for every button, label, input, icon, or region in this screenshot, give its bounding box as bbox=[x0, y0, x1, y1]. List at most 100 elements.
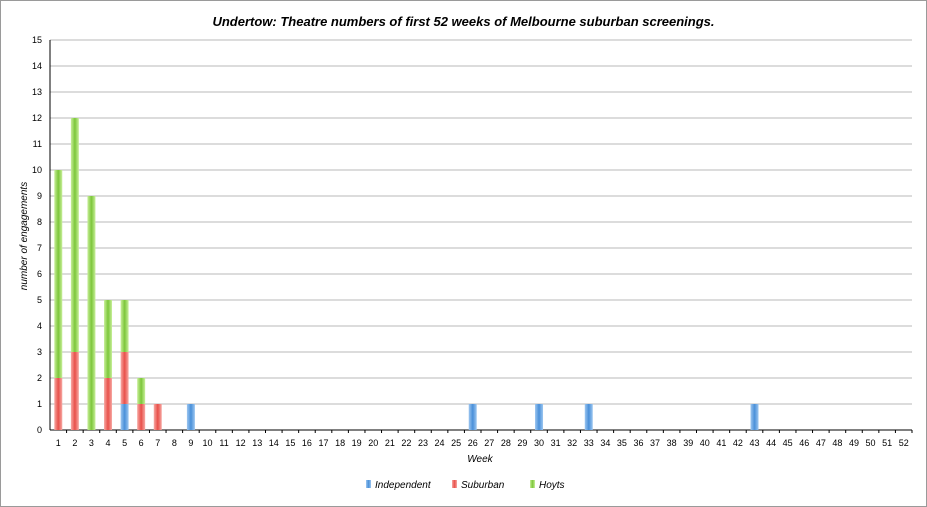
legend-label-hoyts: Hoyts bbox=[539, 480, 565, 491]
x-tick-label: 31 bbox=[551, 438, 561, 448]
x-tick-label: 1 bbox=[56, 438, 61, 448]
x-tick-label: 18 bbox=[335, 438, 345, 448]
y-tick-label: 12 bbox=[32, 113, 42, 123]
y-tick-label: 6 bbox=[37, 269, 42, 279]
x-tick-label: 25 bbox=[451, 438, 461, 448]
bar-independent-week-26 bbox=[468, 404, 477, 430]
y-tick-label: 11 bbox=[33, 139, 42, 149]
x-tick-label: 28 bbox=[501, 438, 511, 448]
y-tick-label: 15 bbox=[32, 35, 42, 45]
x-tick-label: 52 bbox=[899, 438, 909, 448]
legend-label-suburban: Suburban bbox=[461, 480, 505, 491]
bar-independent-week-43 bbox=[750, 404, 759, 430]
grid-layer bbox=[49, 39, 913, 433]
x-tick-label: 8 bbox=[172, 438, 177, 448]
bar-hoyts-week-3 bbox=[87, 196, 96, 430]
x-tick-label: 5 bbox=[122, 438, 127, 448]
bar-hoyts-week-4 bbox=[104, 300, 113, 378]
bar-independent-week-9 bbox=[186, 404, 195, 430]
y-tick-label: 4 bbox=[37, 321, 42, 331]
x-tick-label: 27 bbox=[484, 438, 494, 448]
legend-swatch-hoyts bbox=[530, 480, 535, 488]
bar-suburban-week-7 bbox=[153, 404, 162, 430]
y-tick-label: 1 bbox=[37, 399, 42, 409]
y-tick-label: 13 bbox=[32, 87, 42, 97]
bar-suburban-week-5 bbox=[120, 352, 129, 404]
x-tick-label: 40 bbox=[700, 438, 710, 448]
y-tick-label: 8 bbox=[37, 217, 42, 227]
x-tick-label: 4 bbox=[106, 438, 111, 448]
x-tick-label: 13 bbox=[252, 438, 262, 448]
x-tick-label: 51 bbox=[882, 438, 892, 448]
y-tick-label: 9 bbox=[37, 191, 42, 201]
legend-swatch-suburban bbox=[452, 480, 457, 488]
x-tick-label: 21 bbox=[385, 438, 395, 448]
x-tick-label: 44 bbox=[766, 438, 776, 448]
x-tick-label: 7 bbox=[155, 438, 160, 448]
y-tick-label: 5 bbox=[37, 295, 42, 305]
x-tick-label: 16 bbox=[302, 438, 312, 448]
x-tick-label: 37 bbox=[650, 438, 660, 448]
x-tick-label: 23 bbox=[418, 438, 428, 448]
x-axis-title: Week bbox=[467, 454, 493, 465]
legend-label-independent: Independent bbox=[375, 480, 432, 491]
x-tick-label: 26 bbox=[468, 438, 478, 448]
x-tick-label: 24 bbox=[435, 438, 445, 448]
x-tick-label: 2 bbox=[72, 438, 77, 448]
x-tick-label: 50 bbox=[866, 438, 876, 448]
x-tick-label: 33 bbox=[584, 438, 594, 448]
x-tick-label: 15 bbox=[285, 438, 295, 448]
x-tick-label: 38 bbox=[667, 438, 677, 448]
x-tick-label: 12 bbox=[236, 438, 246, 448]
x-tick-label: 42 bbox=[733, 438, 743, 448]
x-tick-label: 43 bbox=[750, 438, 760, 448]
x-tick-label: 10 bbox=[202, 438, 212, 448]
x-tick-label: 6 bbox=[139, 438, 144, 448]
y-tick-label: 14 bbox=[32, 61, 42, 71]
bar-hoyts-week-5 bbox=[120, 300, 129, 352]
y-axis-title: number of engagements bbox=[19, 182, 30, 290]
y-tick-label: 3 bbox=[37, 347, 42, 357]
x-tick-label: 35 bbox=[617, 438, 627, 448]
x-tick-label: 20 bbox=[368, 438, 378, 448]
x-tick-label: 45 bbox=[783, 438, 793, 448]
y-tick-label: 7 bbox=[37, 243, 42, 253]
x-tick-label: 11 bbox=[219, 438, 228, 448]
bar-suburban-week-4 bbox=[104, 378, 113, 430]
bar-suburban-week-1 bbox=[54, 378, 63, 430]
bar-suburban-week-6 bbox=[137, 404, 146, 430]
x-tick-label: 49 bbox=[849, 438, 859, 448]
bar-suburban-week-2 bbox=[70, 352, 79, 430]
x-tick-label: 41 bbox=[716, 438, 726, 448]
x-tick-label: 36 bbox=[633, 438, 643, 448]
x-tick-label: 19 bbox=[352, 438, 362, 448]
x-tick-label: 9 bbox=[188, 438, 193, 448]
x-tick-label: 14 bbox=[269, 438, 279, 448]
bar-independent-week-5 bbox=[120, 404, 129, 430]
x-tick-label: 29 bbox=[517, 438, 527, 448]
x-tick-label: 34 bbox=[600, 438, 610, 448]
bar-independent-week-30 bbox=[535, 404, 544, 430]
x-tick-label: 17 bbox=[319, 438, 329, 448]
y-tick-label: 0 bbox=[37, 425, 42, 435]
bar-hoyts-week-6 bbox=[137, 378, 146, 404]
x-tick-label: 47 bbox=[816, 438, 826, 448]
x-tick-label: 3 bbox=[89, 438, 94, 448]
x-tick-label: 32 bbox=[567, 438, 577, 448]
x-tick-label: 22 bbox=[401, 438, 411, 448]
bar-hoyts-week-2 bbox=[70, 118, 79, 352]
x-tick-label: 30 bbox=[534, 438, 544, 448]
bars-layer bbox=[54, 118, 759, 430]
legend: Independent Suburban Hoyts bbox=[366, 480, 565, 491]
x-tick-label: 39 bbox=[683, 438, 693, 448]
chart-title: Undertow: Theatre numbers of first 52 we… bbox=[212, 14, 715, 29]
x-tick-label: 48 bbox=[832, 438, 842, 448]
bar-hoyts-week-1 bbox=[54, 170, 63, 378]
bar-independent-week-33 bbox=[584, 404, 593, 430]
legend-swatch-independent bbox=[366, 480, 371, 488]
x-tick-label: 46 bbox=[799, 438, 809, 448]
y-tick-label: 10 bbox=[32, 165, 42, 175]
y-tick-label: 2 bbox=[37, 373, 42, 383]
